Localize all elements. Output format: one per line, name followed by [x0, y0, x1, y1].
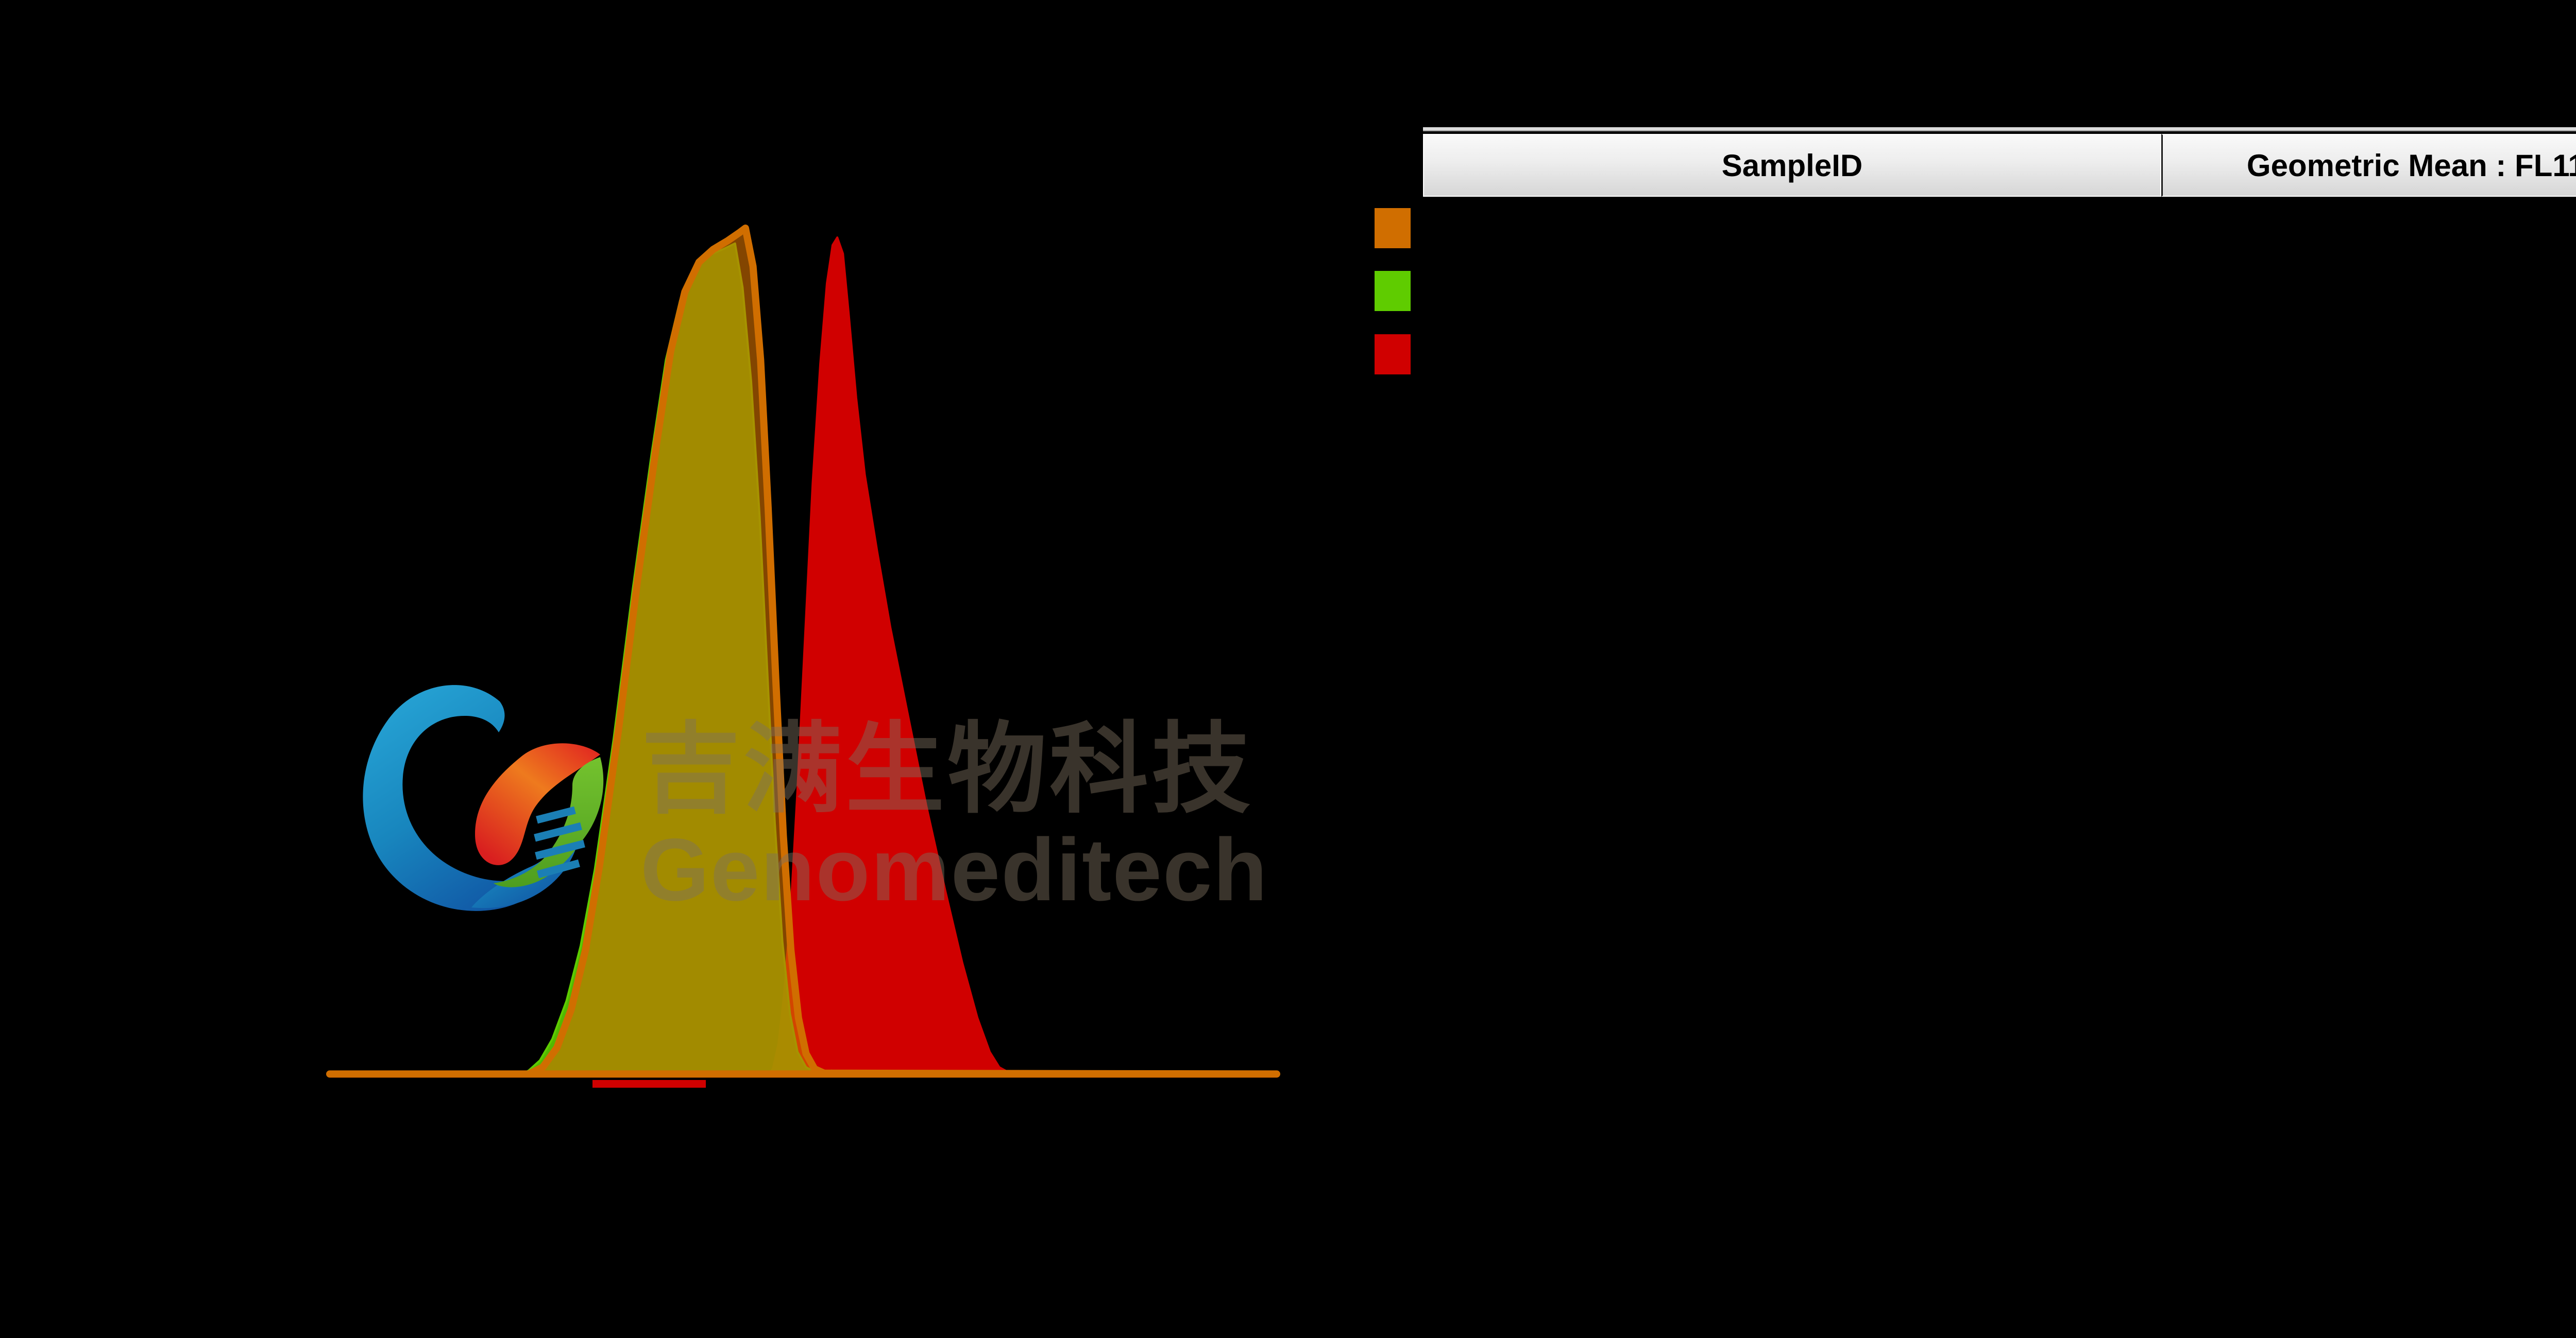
orange-histogram	[326, 225, 1280, 1078]
table-header-row: SampleID Geometric Mean : FL11-H	[1423, 134, 2576, 197]
column-header-sampleid: SampleID	[1423, 134, 2161, 197]
legend-swatch-red	[1375, 334, 1411, 374]
watermark-english-text: Genomeditech	[640, 820, 1268, 919]
watermark-chinese-text: 吉满生物科技	[641, 714, 1253, 825]
logo-blue-strand-icon	[471, 799, 582, 908]
legend-swatch-green	[1375, 271, 1411, 311]
logo-green-ribbon-icon	[494, 757, 604, 887]
logo-blue-swirl-icon	[363, 685, 566, 911]
logo-dna-rungs-icon	[534, 806, 585, 879]
column-header-geometric-mean: Geometric Mean : FL11-H	[2161, 134, 2576, 197]
legend-swatch-orange	[1375, 208, 1411, 248]
table-top-border	[1423, 127, 2576, 131]
genomeditech-logo	[363, 685, 604, 911]
logo-red-flame-icon	[475, 743, 600, 865]
red-baseline-strip	[592, 1080, 706, 1088]
